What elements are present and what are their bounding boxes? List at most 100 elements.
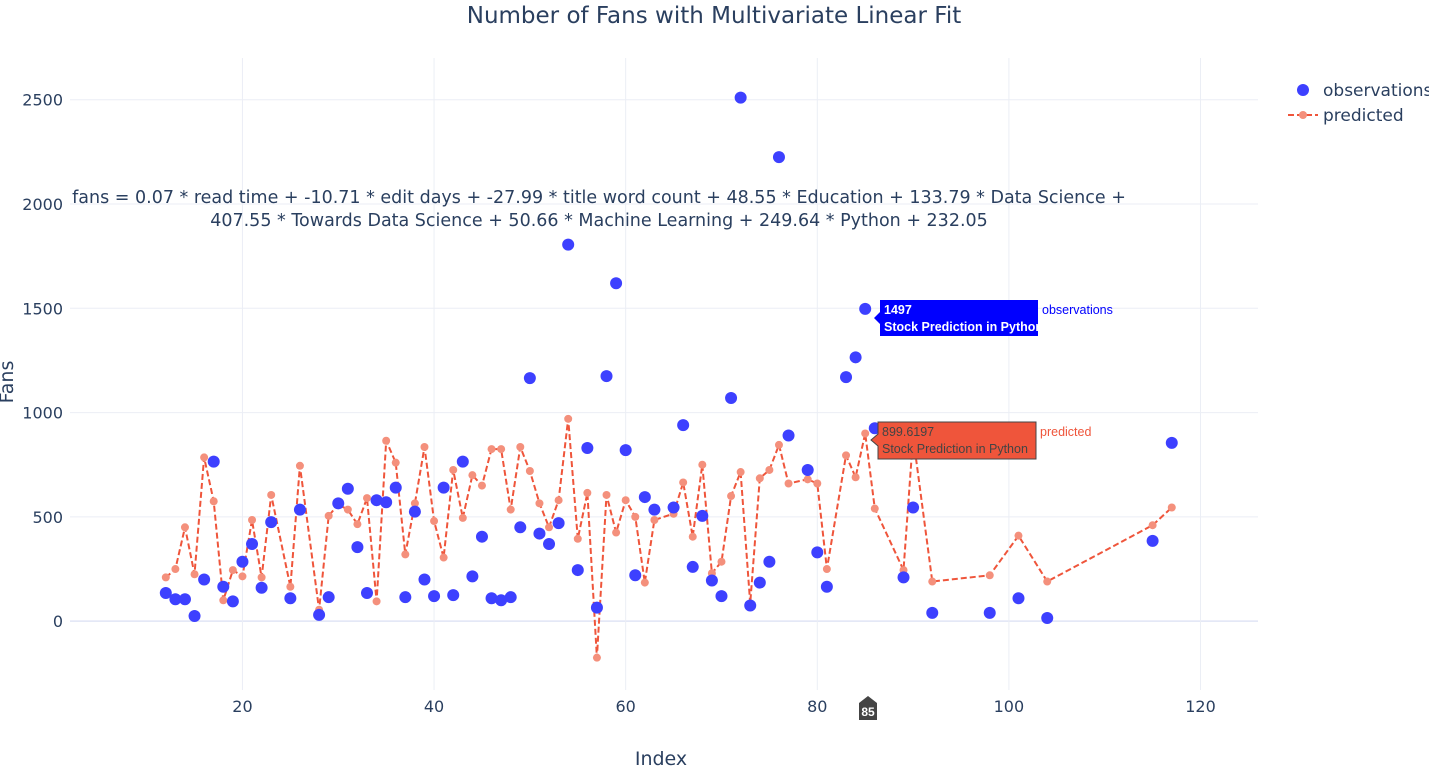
predicted-point[interactable] <box>497 445 506 454</box>
observation-point[interactable] <box>571 564 584 577</box>
observation-point[interactable] <box>198 573 211 586</box>
predicted-point[interactable] <box>209 497 218 506</box>
predicted-point[interactable] <box>353 520 362 529</box>
predicted-point[interactable] <box>161 573 170 582</box>
observation-point[interactable] <box>926 606 939 619</box>
predicted-point[interactable] <box>774 440 783 449</box>
observation-point[interactable] <box>341 482 354 495</box>
observation-point[interactable] <box>629 569 642 582</box>
legend-item-observations[interactable]: observations <box>1297 81 1429 101</box>
predicted-point[interactable] <box>698 460 707 469</box>
predicted-point[interactable] <box>1014 531 1023 540</box>
observation-point[interactable] <box>514 521 527 534</box>
predicted-point[interactable] <box>439 553 448 562</box>
observation-point[interactable] <box>428 590 441 603</box>
observation-point[interactable] <box>610 277 623 290</box>
observation-point[interactable] <box>159 587 172 600</box>
observation-point[interactable] <box>763 555 776 568</box>
predicted-point[interactable] <box>257 573 266 582</box>
predicted-point[interactable] <box>468 471 477 480</box>
observation-point[interactable] <box>840 371 853 384</box>
observation-point[interactable] <box>456 455 469 468</box>
predicted-series[interactable] <box>161 414 1176 662</box>
observation-point[interactable] <box>715 590 728 603</box>
legend-item-predicted[interactable]: predicted <box>1288 106 1404 126</box>
observation-point[interactable] <box>389 481 402 494</box>
observation-point[interactable] <box>217 580 230 593</box>
predicted-point[interactable] <box>813 479 822 488</box>
predicted-point[interactable] <box>822 565 831 574</box>
predicted-point[interactable] <box>736 468 745 477</box>
observation-point[interactable] <box>246 537 259 550</box>
observation-point[interactable] <box>1012 592 1025 605</box>
predicted-point[interactable] <box>267 490 276 499</box>
predicted-point[interactable] <box>171 565 180 574</box>
observation-point[interactable] <box>648 503 661 516</box>
predicted-point[interactable] <box>190 570 199 579</box>
observation-point[interactable] <box>447 589 460 602</box>
predicted-point[interactable] <box>382 436 391 445</box>
predicted-point[interactable] <box>679 478 688 487</box>
predicted-point[interactable] <box>248 516 257 525</box>
observation-point[interactable] <box>725 391 738 404</box>
predicted-point[interactable] <box>755 474 764 483</box>
predicted-point[interactable] <box>363 494 371 503</box>
predicted-point[interactable] <box>765 465 774 474</box>
predicted-point[interactable] <box>516 443 525 452</box>
predicted-point[interactable] <box>861 429 870 438</box>
observation-point[interactable] <box>820 580 833 593</box>
observation-point[interactable] <box>1146 534 1159 547</box>
observation-point[interactable] <box>859 302 872 315</box>
predicted-point[interactable] <box>602 490 611 499</box>
observation-point[interactable] <box>236 555 249 568</box>
predicted-point[interactable] <box>228 566 237 575</box>
observation-point[interactable] <box>380 496 393 509</box>
observation-point[interactable] <box>533 527 546 540</box>
observation-point[interactable] <box>504 591 517 604</box>
observation-point[interactable] <box>265 516 278 529</box>
observation-point[interactable] <box>667 501 680 514</box>
predicted-point[interactable] <box>1043 577 1052 586</box>
predicted-point[interactable] <box>295 461 304 470</box>
predicted-point[interactable] <box>640 578 649 587</box>
observation-point[interactable] <box>370 494 383 507</box>
predicted-point[interactable] <box>928 577 937 586</box>
observation-point[interactable] <box>638 491 651 504</box>
predicted-point[interactable] <box>564 414 573 423</box>
predicted-point[interactable] <box>1148 521 1157 530</box>
observation-point[interactable] <box>523 372 536 385</box>
observation-point[interactable] <box>1041 612 1054 625</box>
predicted-point[interactable] <box>458 513 467 522</box>
predicted-point[interactable] <box>612 528 621 537</box>
predicted-point[interactable] <box>803 475 812 484</box>
observation-point[interactable] <box>552 517 565 530</box>
observation-point[interactable] <box>590 601 603 614</box>
observation-point[interactable] <box>322 591 335 604</box>
observations-series[interactable] <box>159 91 1178 625</box>
predicted-point[interactable] <box>784 479 793 488</box>
predicted-point[interactable] <box>506 505 515 514</box>
predicted-point[interactable] <box>372 597 381 606</box>
observation-point[interactable] <box>686 560 699 573</box>
observation-point[interactable] <box>361 587 373 600</box>
observation-point[interactable] <box>772 151 785 164</box>
predicted-point[interactable] <box>573 534 582 543</box>
predicted-point[interactable] <box>343 505 352 514</box>
observation-point[interactable] <box>485 592 498 605</box>
observation-point[interactable] <box>744 599 757 612</box>
observation-point[interactable] <box>600 370 613 383</box>
observation-point[interactable] <box>983 606 996 619</box>
predicted-point[interactable] <box>727 492 736 501</box>
observation-point[interactable] <box>351 541 364 554</box>
observation-point[interactable] <box>255 581 268 594</box>
observation-point[interactable] <box>313 608 326 621</box>
predicted-point[interactable] <box>286 582 295 591</box>
observation-point[interactable] <box>677 419 690 432</box>
observation-point[interactable] <box>284 592 297 605</box>
observation-point[interactable] <box>562 238 575 251</box>
observation-point[interactable] <box>619 444 632 457</box>
predicted-point[interactable] <box>525 466 534 475</box>
predicted-point[interactable] <box>324 511 333 520</box>
observation-point[interactable] <box>169 593 182 606</box>
predicted-point[interactable] <box>851 473 860 482</box>
